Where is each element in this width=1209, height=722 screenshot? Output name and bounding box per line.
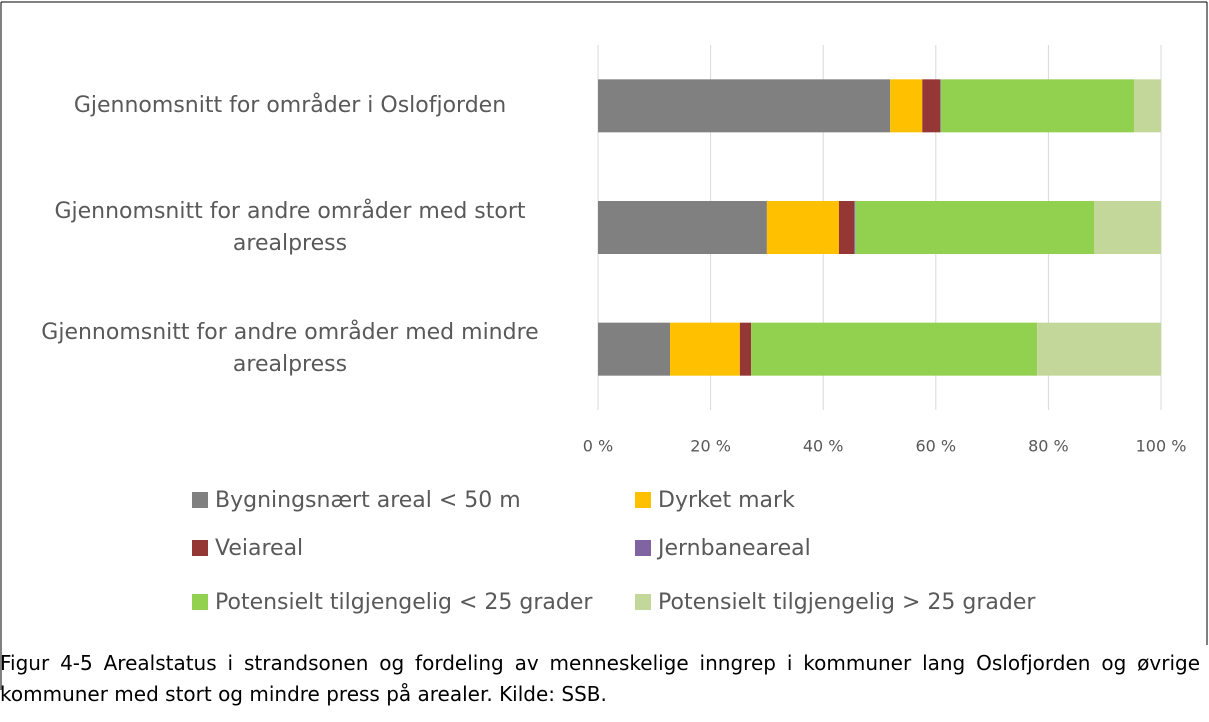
legend-label: Potensielt tilgjengelig > 25 grader [658, 589, 1036, 615]
x-tick-label: 0 % [583, 437, 613, 456]
bar-segment [1094, 201, 1161, 254]
legend-swatch [192, 540, 208, 556]
legend-label: Dyrket mark [658, 487, 795, 513]
legend-swatch [635, 540, 651, 556]
bar-segment [838, 201, 855, 254]
legend-swatch [192, 492, 208, 508]
category-label: Gjennomsnitt for andre områder med stort… [54, 198, 526, 256]
legend-label: Jernbaneareal [658, 535, 811, 561]
caption: Figur 4-5 Arealstatus i strandsonen og f… [0, 651, 1200, 706]
legend-swatch [635, 492, 651, 508]
x-tick-label: 20 % [690, 437, 731, 456]
category-label: Gjennomsnitt for områder i Oslofjorden [73, 92, 507, 118]
category-label: Gjennomsnitt for andre områder med mindr… [41, 320, 539, 378]
bar-segment [890, 79, 923, 133]
bar-segment [670, 322, 740, 376]
legend-item: Potensielt tilgjengelig > 25 grader [635, 586, 1035, 618]
legend-swatch [192, 594, 208, 610]
bar-segment [598, 322, 671, 376]
x-tick-label: 80 % [1028, 437, 1069, 456]
bar-segment [766, 201, 839, 254]
bar-segment [739, 322, 752, 376]
bar-segment [940, 79, 941, 133]
legend-item: Potensielt tilgjengelig < 25 grader [192, 586, 592, 618]
legend-label: Potensielt tilgjengelig < 25 grader [215, 589, 593, 615]
legend-label: Bygningsnært areal < 50 m [215, 487, 521, 513]
bar-segment [1133, 79, 1161, 133]
bar-segment [598, 79, 891, 133]
x-tick-label: 100 % [1136, 437, 1187, 456]
legend-item: Jernbaneareal [635, 532, 811, 564]
bar-segment [855, 201, 1095, 254]
legend-item: Veiareal [192, 532, 303, 564]
bar-segment [751, 322, 1038, 376]
bar-segment [854, 201, 856, 254]
bar-segment [922, 79, 941, 133]
bar-segment [1037, 322, 1161, 376]
x-tick-label: 60 % [915, 437, 956, 456]
legend-swatch [635, 594, 651, 610]
legend-item: Bygningsnært areal < 50 m [192, 484, 521, 516]
legend-label: Veiareal [215, 535, 304, 561]
bar-segment [940, 79, 1134, 133]
x-tick-label: 40 % [803, 437, 844, 456]
bar-segment [598, 201, 767, 254]
legend-item: Dyrket mark [635, 484, 795, 516]
